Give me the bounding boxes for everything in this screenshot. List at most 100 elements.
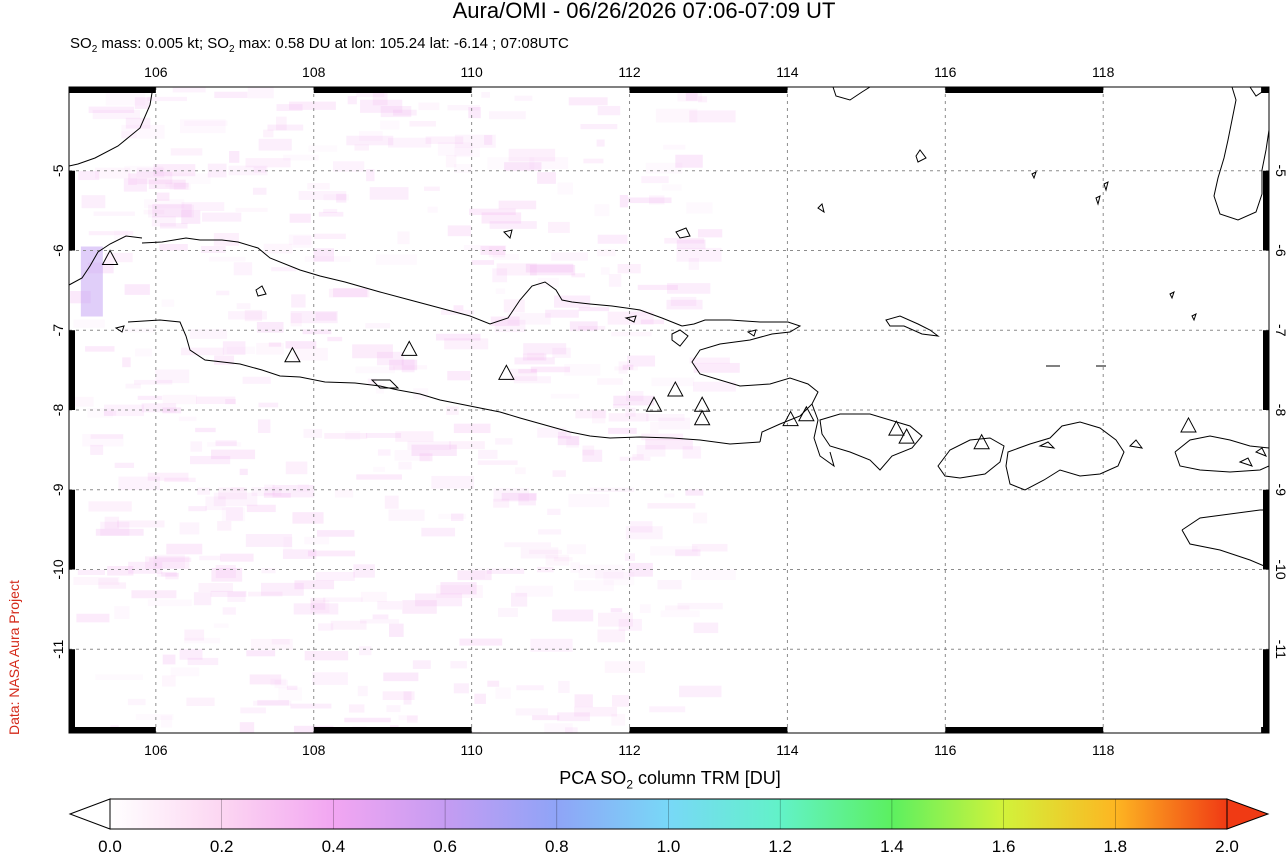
so2-pixel	[682, 446, 702, 459]
so2-pixel	[330, 620, 367, 630]
lat-label-left: -10	[50, 559, 66, 579]
so2-pixel	[514, 357, 555, 365]
so2-pixel	[218, 487, 248, 500]
so2-pixel	[661, 184, 682, 191]
lat-label-right: -8	[1273, 404, 1288, 417]
so2-pixel	[313, 233, 346, 240]
lon-label-bottom: 116	[934, 742, 957, 758]
colorbar-title-main: PCA SO	[559, 768, 627, 788]
so2-pixel	[256, 321, 284, 333]
so2-pixel	[85, 346, 115, 352]
so2-pixel	[492, 268, 508, 283]
so2-pixel	[170, 148, 203, 156]
so2-pixel	[436, 585, 483, 598]
so2-pixel	[152, 203, 192, 218]
so2-pixel	[242, 376, 271, 384]
triangle-icon	[693, 409, 711, 426]
so2-pixel	[141, 403, 177, 413]
so2-pixel	[574, 706, 618, 717]
so2-pixel	[568, 97, 608, 106]
so2-pixel	[270, 678, 287, 686]
so2-pixel	[87, 408, 113, 418]
so2-pixel	[153, 164, 196, 177]
so2-pixel	[608, 413, 649, 422]
so2-pixel	[431, 475, 475, 489]
so2-pixel	[264, 484, 275, 495]
so2-pixel	[172, 87, 206, 93]
so2-pixel	[552, 609, 594, 622]
coastline-java-islet	[255, 285, 267, 297]
colorbar-label: 0.4	[322, 837, 346, 855]
so2-pixel	[78, 170, 100, 181]
so2-pixel	[312, 672, 348, 685]
so2-pixel	[447, 105, 480, 111]
so2-pixel	[104, 516, 120, 529]
so2-pixel	[547, 508, 561, 515]
so2-pixel	[344, 717, 391, 723]
so2-pixel	[228, 165, 268, 176]
so2-pixel	[471, 260, 495, 265]
so2-pixel	[161, 299, 175, 307]
so2-pixel	[286, 685, 298, 690]
coastline-java-sea-islands	[114, 315, 757, 389]
so2-pixel	[213, 623, 229, 628]
so2-pixel	[463, 245, 507, 250]
so2-pixel	[121, 124, 165, 139]
triangle-icon	[1180, 416, 1197, 433]
so2-pixel	[418, 102, 440, 111]
so2-pixel	[179, 522, 200, 535]
so2-pixel	[360, 591, 387, 602]
so2-pixel	[298, 191, 347, 200]
so2-pixel	[147, 96, 188, 102]
so2-pixel	[446, 406, 459, 415]
coastlines	[69, 87, 1269, 569]
frame-bar-right	[1263, 170, 1269, 251]
so2-pixel	[291, 294, 306, 308]
so2-pixel	[545, 309, 579, 318]
so2-pixel	[693, 622, 719, 634]
so2-pixel	[529, 264, 576, 276]
so2-pixel	[114, 462, 135, 468]
so2-pixel	[527, 352, 545, 361]
so2-pixel	[134, 97, 150, 109]
so2-pixel	[170, 667, 200, 677]
so2-pixel	[125, 117, 151, 129]
so2-pixel	[658, 417, 691, 430]
so2-pixel	[558, 680, 570, 694]
so2-pixel	[257, 699, 290, 706]
so2-pixel	[617, 263, 641, 274]
so2-pixel	[565, 727, 578, 733]
so2-pixel	[469, 208, 516, 216]
so2-pixel	[304, 650, 349, 661]
so2-pixel	[571, 273, 586, 278]
so2-pixel	[181, 210, 201, 224]
so2-pixel	[88, 231, 134, 236]
so2-pixel	[288, 234, 312, 245]
so2-pixel	[189, 455, 231, 465]
so2-pixel	[509, 368, 538, 381]
so2-pixel	[487, 157, 535, 170]
so2-pixel	[594, 204, 610, 217]
coastline-bali-strait	[811, 403, 835, 468]
so2-pixel	[574, 694, 593, 708]
coastline-sulawesi	[1213, 87, 1269, 221]
coastline-small-islands	[817, 149, 1268, 467]
so2-pixel	[675, 154, 703, 168]
so2-pixel	[82, 433, 124, 447]
so2-pixel	[348, 704, 365, 713]
so2-max-pixel	[80, 246, 103, 317]
so2-pixel	[293, 235, 313, 248]
so2-pixel	[486, 568, 525, 574]
so2-pixel	[490, 316, 520, 327]
so2-pixel	[582, 445, 595, 456]
triangle-icon	[693, 396, 711, 412]
so2-pixel	[245, 158, 291, 168]
so2-pixel	[595, 569, 631, 580]
so2-pixel	[187, 657, 219, 666]
so2-pixel	[136, 171, 173, 185]
so2-pixel	[155, 369, 190, 384]
so2-pixel	[257, 419, 271, 433]
so2-pixel	[641, 433, 684, 441]
so2-pixel	[253, 166, 267, 173]
